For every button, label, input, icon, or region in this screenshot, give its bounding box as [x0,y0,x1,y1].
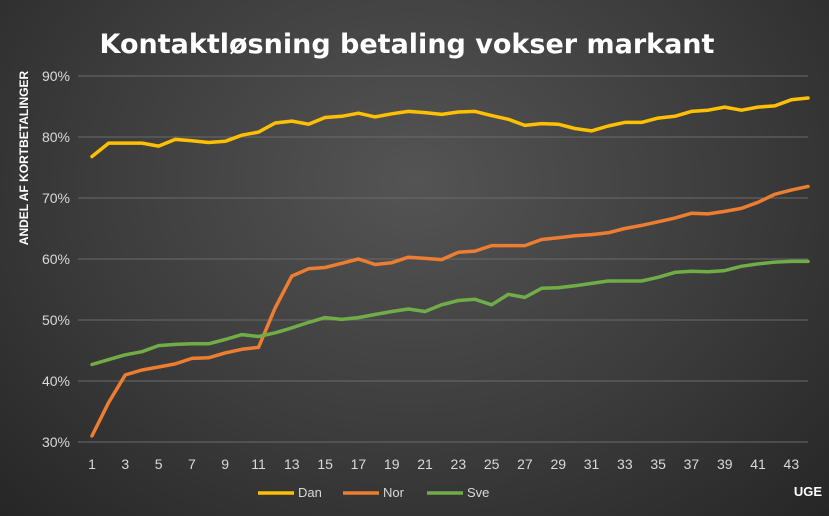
x-tick-label: 3 [121,456,129,472]
y-axis-label: ANDEL AF KORTBETALINGER [17,70,31,245]
x-tick-label: 1 [88,456,96,472]
series-line-sve [90,259,810,367]
y-tick-labels: 30% 40% 50% 60% 70% 80% 90% [42,68,70,450]
x-tick-label: 13 [284,456,300,472]
x-tick-label: 39 [717,456,733,472]
x-tick-label: 5 [155,456,163,472]
x-tick-label: 7 [188,456,196,472]
x-tick-label: 31 [584,456,600,472]
legend: Dan Nor Sve [258,485,489,500]
y-tick-label: 80% [42,129,70,145]
gridlines [78,75,808,443]
x-tick-label: 15 [317,456,333,472]
legend-item-dan: Dan [258,485,322,500]
legend-label: Dan [298,485,322,500]
x-tick-label: 33 [617,456,633,472]
x-tick-label: 17 [351,456,367,472]
x-tick-label: 19 [384,456,400,472]
y-tick-label: 70% [42,190,70,206]
legend-item-nor: Nor [343,485,405,500]
x-tick-label: 21 [417,456,433,472]
y-tick-label: 30% [42,434,70,450]
x-tick-label: 43 [784,456,800,472]
y-tick-label: 50% [42,312,70,328]
x-tick-label: 9 [221,456,229,472]
y-tick-label: 60% [42,251,70,267]
x-tick-label: 41 [750,456,766,472]
x-tick-label: 11 [251,456,266,472]
series-line-dan [90,96,810,159]
x-axis-label: UGE [794,484,823,499]
x-tick-label: 27 [517,456,533,472]
x-tick-label: 35 [650,456,666,472]
chart-title: Kontaktløsning betaling vokser markant [100,29,715,60]
y-tick-label: 90% [42,68,70,84]
legend-label: Nor [383,485,405,500]
y-tick-label: 40% [42,373,70,389]
x-tick-labels: 1 3 5 7 9 11 13 15 17 19 21 23 25 27 29 31 33 35 37 39 41 43 [88,456,799,472]
x-tick-label: 37 [684,456,700,472]
x-tick-label: 29 [550,456,566,472]
legend-label: Sve [467,485,489,500]
x-tick-label: 23 [451,456,467,472]
x-tick-label: 25 [484,456,500,472]
series-line-nor [90,184,810,438]
series-lines [90,96,810,438]
legend-item-sve: Sve [427,485,489,500]
